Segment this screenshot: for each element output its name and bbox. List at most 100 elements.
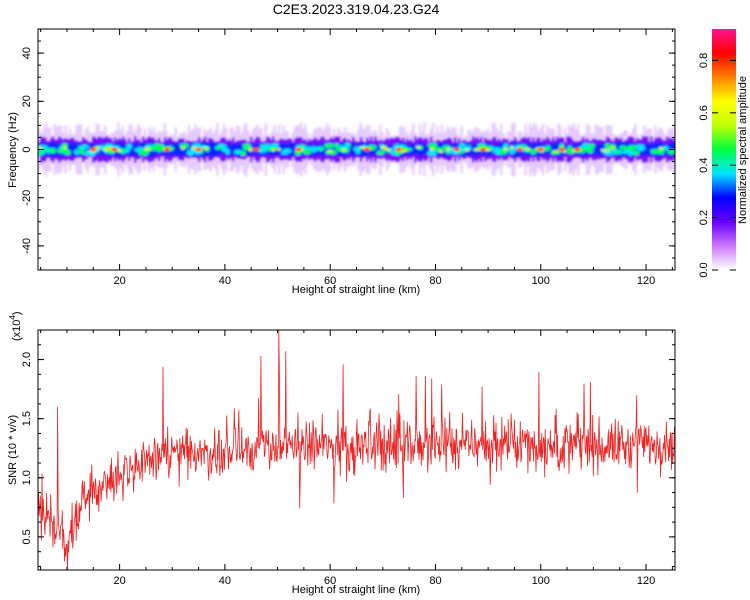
band-mid-cell	[210, 141, 213, 158]
band-mid-cell	[290, 141, 293, 158]
band-mid-cell	[232, 144, 235, 155]
band-mid-cell	[636, 143, 639, 156]
band-core-blob	[619, 145, 627, 150]
band-yellow-blob	[94, 146, 101, 149]
band-mid-cell	[412, 144, 415, 155]
band-peak	[254, 148, 259, 151]
band-mid-cell	[180, 141, 183, 158]
spectrogram-x-tick-label: 40	[219, 275, 231, 287]
band-core-blob	[427, 143, 438, 149]
band-mid-cell	[556, 142, 559, 157]
band-core-blob	[221, 146, 228, 153]
band-mid-cell	[592, 144, 595, 155]
spectrogram-y-tick-label: 40	[21, 47, 33, 59]
band-core-blob	[240, 150, 246, 156]
band-core-blob	[78, 149, 85, 155]
spectrogram-panel: 20 40 60 80 100 120 -40 -20 0 20 40 Height of stra…	[7, 28, 676, 296]
band-mid-cell	[242, 143, 245, 156]
band-core-blob	[182, 143, 189, 149]
band-core-blob	[73, 149, 80, 155]
band-yellow-blob	[438, 150, 444, 153]
band-mid-cell	[442, 143, 445, 156]
band-core-blob	[498, 150, 508, 155]
band-core-blob	[544, 145, 550, 152]
band-mid-cell	[130, 143, 133, 156]
band-mid-cell	[470, 143, 473, 156]
band-mid-cell	[426, 145, 429, 154]
band-mid-cell	[360, 142, 363, 157]
band-mid-cell	[68, 144, 71, 155]
band-mid-cell	[648, 141, 651, 158]
band-core-blob	[530, 148, 537, 155]
band-yellow-blob	[116, 149, 122, 153]
band-mid-cell	[352, 142, 355, 157]
spectrogram-band	[38, 122, 675, 177]
band-mid-cell	[234, 142, 237, 157]
snr-x-tick-label: 20	[113, 575, 125, 587]
band-mid-cell	[650, 144, 653, 155]
band-core-blob	[41, 148, 50, 153]
band-yellow-blob	[384, 148, 391, 152]
band-mid-cell	[550, 142, 553, 157]
band-mid-cell	[646, 144, 649, 155]
band-core-blob	[242, 143, 252, 148]
band-yellow-blob	[63, 146, 67, 150]
spectrogram-y-tick-label: 0	[21, 146, 33, 152]
band-core-blob	[604, 143, 611, 149]
snr-y-multiplier-close: )	[11, 311, 23, 315]
spectrogram-ticks: 20 40 60 80 100 120 -40 -20 0 20 40	[21, 28, 675, 287]
band-yellow-blob	[180, 146, 185, 150]
band-mid-cell	[334, 143, 337, 156]
colorbar-tick-label: 0.8	[698, 53, 710, 68]
band-mid-cell	[552, 144, 555, 155]
band-yellow-blob	[382, 146, 388, 150]
band-mid-cell	[380, 143, 383, 156]
band-yellow-blob	[509, 145, 514, 149]
snr-x-tick-label: 60	[324, 575, 336, 587]
band-core-blob	[636, 145, 646, 152]
band-yellow-blob	[326, 149, 333, 153]
band-core-blob	[503, 143, 509, 149]
band-yellow-blob	[415, 145, 421, 149]
band-core-blob	[301, 149, 312, 155]
band-mid-cell	[88, 142, 91, 157]
band-core-blob	[376, 150, 386, 155]
spectrogram-y-axis-label: Frequency (Hz)	[7, 112, 19, 188]
snr-panel: 20 40 60 80 100 120 0.5 1.0 1.5 2.0 Height of str…	[7, 311, 676, 596]
band-core-blob	[508, 148, 515, 153]
band-mid-cell	[70, 142, 73, 157]
band-mid-cell	[240, 144, 243, 155]
band-mid-cell	[382, 144, 385, 155]
spectrogram-x-tick-label: 60	[324, 275, 336, 287]
band-mid-cell	[174, 144, 177, 155]
band-mid-cell	[230, 144, 233, 155]
colorbar-ticks: 0.0 0.2 0.4 0.6 0.8	[698, 53, 736, 278]
band-core-blob	[610, 149, 616, 154]
spectrogram-y-tick-label: -20	[21, 190, 33, 206]
band-peak	[538, 148, 543, 151]
band-core-blob	[38, 150, 43, 155]
band-mid-cell	[414, 144, 417, 155]
snr-y-tick-label: 1.0	[21, 470, 33, 485]
band-peak	[517, 148, 522, 151]
band-yellow-blob	[276, 147, 282, 151]
band-mid-cell	[554, 142, 557, 157]
band-mid-cell	[132, 142, 135, 157]
snr-series-line	[38, 330, 675, 570]
snr-x-tick-label: 40	[219, 575, 231, 587]
snr-y-multiplier-exp: 4	[8, 315, 17, 320]
band-peak	[559, 148, 564, 151]
band-mid-cell	[202, 142, 205, 157]
band-yellow-blob	[144, 146, 149, 150]
band-core-blob	[355, 148, 361, 154]
band-core-blob	[324, 143, 334, 149]
band-mid-cell	[598, 141, 601, 158]
snr-y-tick-label: 0.5	[21, 529, 33, 544]
band-core-blob	[627, 144, 637, 151]
band-yellow-blob	[553, 150, 558, 154]
band-yellow-blob	[503, 147, 509, 151]
band-yellow-blob	[524, 147, 531, 151]
snr-y-multiplier: (x104)	[8, 311, 23, 341]
band-core-blob	[120, 148, 127, 153]
band-mid-cell	[178, 143, 181, 156]
